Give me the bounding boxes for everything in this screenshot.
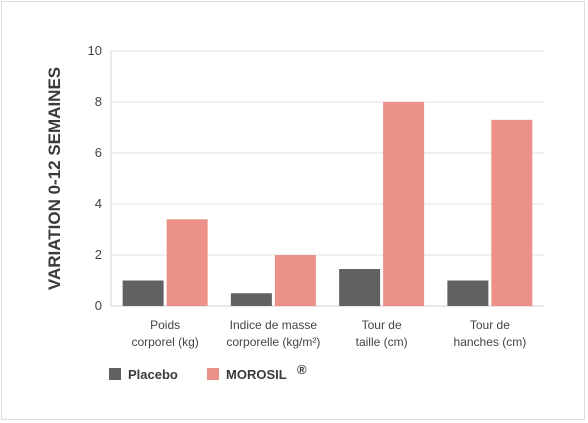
bar-placebo-2 bbox=[339, 269, 381, 306]
y-tick-label: 2 bbox=[95, 247, 102, 262]
x-category-label: Indice de masse bbox=[230, 318, 318, 332]
bar-placebo-0 bbox=[122, 280, 164, 306]
bar-morosil-1 bbox=[274, 255, 316, 306]
y-tick-label: 0 bbox=[95, 298, 102, 313]
y-tick-label: 10 bbox=[88, 43, 102, 58]
bar-placebo-3 bbox=[447, 280, 489, 306]
legend-swatch-morosil bbox=[207, 368, 219, 380]
y-tick-label: 6 bbox=[95, 145, 102, 160]
legend-swatch-placebo bbox=[109, 368, 121, 380]
x-category-label: Poids bbox=[150, 318, 180, 332]
x-category-label: Tour de bbox=[362, 318, 402, 332]
bar-morosil-0 bbox=[166, 219, 208, 306]
x-category-label: corporel (kg) bbox=[131, 335, 198, 349]
y-tick-label: 4 bbox=[95, 196, 102, 211]
bar-placebo-1 bbox=[230, 293, 272, 306]
legend-label-placebo: Placebo bbox=[128, 367, 178, 382]
x-category-label: taille (cm) bbox=[356, 335, 408, 349]
legend-registered-mark: ® bbox=[297, 362, 307, 377]
x-category-label: hanches (cm) bbox=[454, 335, 527, 349]
y-tick-label: 8 bbox=[95, 94, 102, 109]
legend-label-morosil: MOROSIL bbox=[226, 367, 287, 382]
x-category-label: Tour de bbox=[470, 318, 510, 332]
bar-morosil-2 bbox=[383, 102, 425, 306]
y-axis-title: VARIATION 0-12 SEMAINES bbox=[45, 67, 64, 290]
bar-morosil-3 bbox=[491, 119, 533, 306]
x-category-label: corporelle (kg/m²) bbox=[226, 335, 320, 349]
